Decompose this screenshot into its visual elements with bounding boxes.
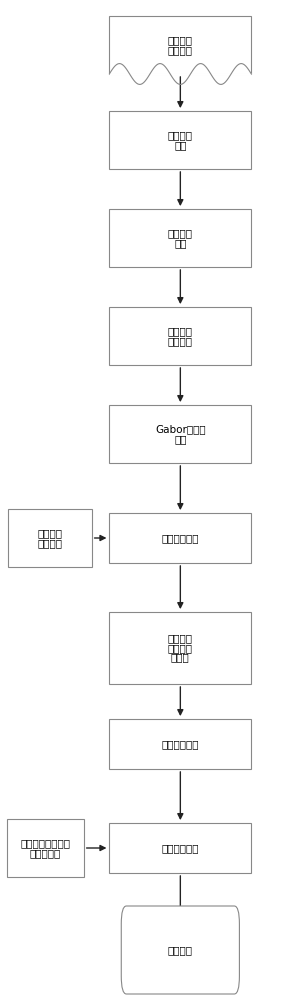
- Text: 三维点云: 三维点云: [168, 45, 193, 55]
- FancyBboxPatch shape: [109, 405, 251, 463]
- Text: 识别结果: 识别结果: [168, 945, 193, 955]
- FancyBboxPatch shape: [109, 209, 251, 267]
- FancyBboxPatch shape: [7, 819, 84, 877]
- FancyBboxPatch shape: [121, 906, 239, 994]
- FancyBboxPatch shape: [109, 612, 251, 684]
- FancyBboxPatch shape: [109, 307, 251, 365]
- Text: 人脸数据: 人脸数据: [168, 35, 193, 45]
- Text: 脸数据集合: 脸数据集合: [30, 848, 61, 858]
- Text: 定位: 定位: [174, 140, 187, 150]
- Text: 视觉词典: 视觉词典: [168, 643, 193, 653]
- Text: 视觉词典: 视觉词典: [37, 538, 62, 548]
- FancyBboxPatch shape: [109, 16, 251, 74]
- Text: 响应: 响应: [174, 434, 187, 444]
- Text: 最近邻分类器: 最近邻分类器: [162, 843, 199, 853]
- Text: 三维人脸: 三维人脸: [37, 528, 62, 538]
- Text: 区域选择: 区域选择: [168, 336, 193, 346]
- FancyBboxPatch shape: [109, 823, 251, 873]
- Text: 视觉词典映射: 视觉词典映射: [162, 533, 199, 543]
- Text: 人脸鲁棒: 人脸鲁棒: [168, 326, 193, 336]
- Text: 鼻尖区域: 鼻尖区域: [168, 130, 193, 140]
- Text: 深度图像: 深度图像: [168, 228, 193, 238]
- Text: 粗分类分类器: 粗分类分类器: [162, 739, 199, 749]
- FancyBboxPatch shape: [8, 509, 91, 567]
- Text: 映射: 映射: [174, 238, 187, 248]
- FancyBboxPatch shape: [109, 719, 251, 769]
- FancyBboxPatch shape: [109, 513, 251, 563]
- Text: 对应分类的注册人: 对应分类的注册人: [20, 838, 70, 848]
- Text: 直方图: 直方图: [171, 652, 190, 662]
- FancyBboxPatch shape: [109, 111, 251, 169]
- Text: 三维人脸: 三维人脸: [168, 634, 193, 644]
- Text: Gabor滤波器: Gabor滤波器: [155, 424, 206, 434]
